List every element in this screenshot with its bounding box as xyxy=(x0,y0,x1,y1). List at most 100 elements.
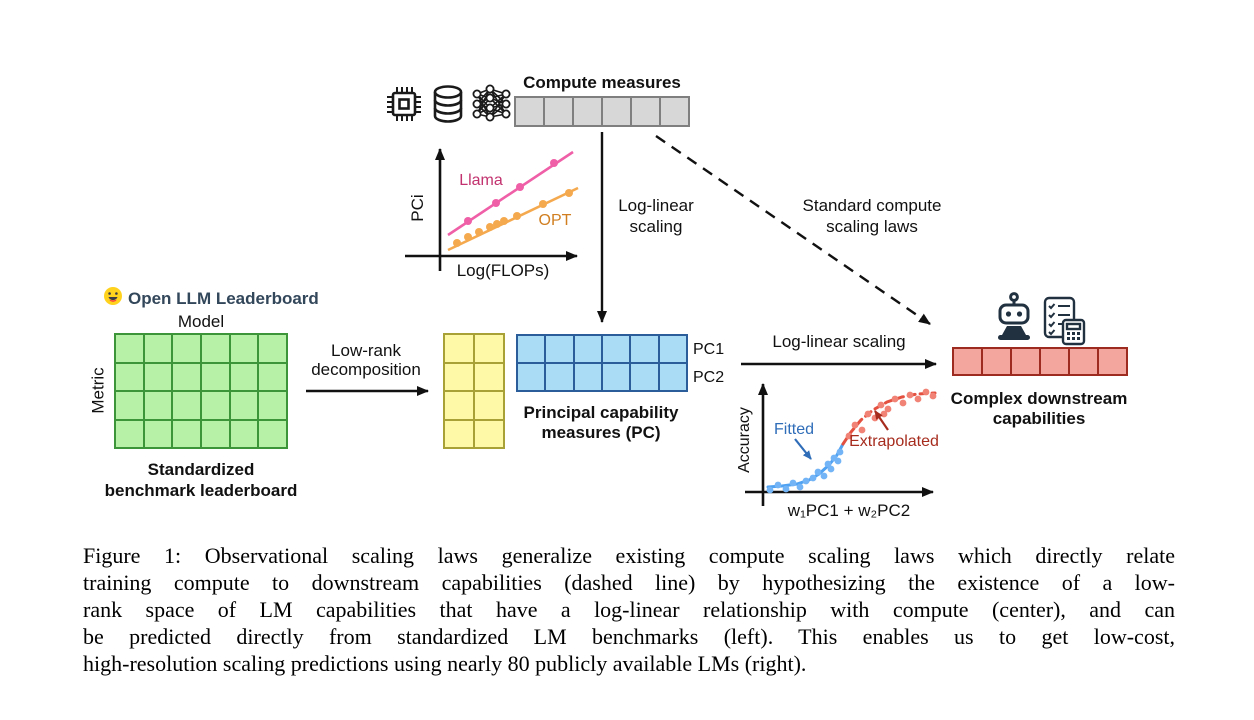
caption-line: rank space of LM capabilities that have … xyxy=(83,597,1175,622)
matrix-cell xyxy=(173,335,200,362)
pci-y-axis-label: PCi xyxy=(408,194,427,221)
matrix-cell xyxy=(201,420,229,447)
opt-data-point xyxy=(565,189,573,197)
matrix-cell xyxy=(983,349,1010,374)
log-linear-scaling-vertical-label: Log-linear scaling xyxy=(618,196,694,236)
matrix-cell xyxy=(201,335,229,362)
extrapolated-data-point xyxy=(864,410,872,418)
database-icon xyxy=(433,85,463,123)
cpu-chip-icon xyxy=(387,87,421,121)
opt-data-point xyxy=(493,220,501,228)
matrix-cell xyxy=(230,392,258,419)
extrapolated-annotation-label: Extrapolated xyxy=(849,433,939,450)
open-llm-leaderboard-label: Open LLM Leaderboard xyxy=(128,289,319,308)
fitted-data-point xyxy=(827,465,835,473)
pc2-row-label: PC2 xyxy=(693,369,725,386)
matrix-cell xyxy=(516,98,543,125)
opt-data-point xyxy=(464,233,472,241)
compute-measures-matrix xyxy=(514,96,690,127)
matrix-cell xyxy=(259,392,286,419)
matrix-cell xyxy=(475,420,503,447)
matrix-cell xyxy=(201,392,229,419)
downstream-capabilities-matrix xyxy=(952,347,1128,376)
opt-data-point xyxy=(486,223,494,231)
matrix-cell xyxy=(1041,349,1068,374)
extrapolated-data-point xyxy=(899,399,907,407)
matrix-cell xyxy=(574,336,601,362)
fitted-data-point xyxy=(824,460,832,468)
matrix-cell xyxy=(445,392,473,419)
matrix-cell xyxy=(144,420,172,447)
fitted-data-point xyxy=(836,448,844,456)
opt-series-label: OPT xyxy=(539,212,572,229)
standardized-benchmark-label: Standardized benchmark leaderboard xyxy=(104,460,298,500)
matrix-cell xyxy=(631,336,658,362)
standard-compute-scaling-laws-label: Standard compute scaling laws xyxy=(802,196,942,236)
llama-data-point xyxy=(492,199,500,207)
matrix-cell xyxy=(659,364,686,390)
opt-data-point xyxy=(539,200,547,208)
pc1-row-label: PC1 xyxy=(693,341,725,358)
neural-network-icon xyxy=(472,84,511,122)
matrix-cell xyxy=(259,420,286,447)
extrapolated-data-point xyxy=(929,392,937,400)
principal-capability-matrix xyxy=(516,334,688,392)
benchmark-leaderboard-matrix xyxy=(114,333,288,449)
matrix-cell xyxy=(144,335,172,362)
matrix-cell xyxy=(518,364,545,390)
matrix-cell xyxy=(546,364,573,390)
evaluation-checklist-icon xyxy=(1043,296,1086,346)
extrapolated-data-point xyxy=(851,421,859,429)
robot-icon xyxy=(998,292,1030,340)
matrix-cell xyxy=(116,363,143,390)
fitted-data-point xyxy=(834,457,842,465)
matrix-cell xyxy=(259,335,286,362)
matrix-cell xyxy=(518,336,545,362)
matrix-cell xyxy=(116,335,143,362)
low-rank-decomposition-label: Low-rank decomposition xyxy=(311,341,421,379)
llama-data-point xyxy=(464,217,472,225)
fitted-data-point xyxy=(774,481,782,489)
hugging-face-icon xyxy=(104,287,122,305)
matrix-cell xyxy=(173,420,200,447)
opt-data-point xyxy=(453,239,461,247)
matrix-cell xyxy=(661,98,688,125)
extrapolated-data-point xyxy=(922,388,930,396)
extrapolated-data-point xyxy=(845,432,853,440)
acc-x-axis-label: w₁PC1 + w₂PC2 xyxy=(787,501,910,520)
matrix-cell xyxy=(603,336,630,362)
extrapolated-data-point xyxy=(858,426,866,434)
fitted-data-point xyxy=(814,468,822,476)
fitted-data-point xyxy=(820,472,828,480)
llama-data-point xyxy=(550,159,558,167)
accuracy-sigmoid-plot: Accuracy w₁PC1 + w₂PC2 Fitted Extrapolate… xyxy=(737,383,939,520)
fitted-data-point xyxy=(796,483,804,491)
caption-line: Figure 1: Observational scaling laws gen… xyxy=(83,543,1175,568)
compute-measures-label: Compute measures xyxy=(523,73,681,92)
matrix-cell xyxy=(574,98,601,125)
matrix-cell xyxy=(954,349,981,374)
matrix-cell xyxy=(659,336,686,362)
opt-data-point xyxy=(500,217,508,225)
matrix-cell xyxy=(1099,349,1126,374)
matrix-cell xyxy=(632,98,659,125)
pci-x-axis-label: Log(FLOPs) xyxy=(457,261,550,280)
metric-axis-label: Metric xyxy=(88,367,108,414)
matrix-cell xyxy=(116,392,143,419)
fitted-data-point xyxy=(766,486,774,494)
extrapolated-annotation-arrow xyxy=(874,410,889,431)
fitted-data-point xyxy=(789,479,797,487)
matrix-cell xyxy=(545,98,572,125)
log-linear-scaling-horizontal-label: Log-linear scaling xyxy=(772,332,906,351)
extrapolated-data-point xyxy=(884,405,892,413)
matrix-cell xyxy=(631,364,658,390)
model-axis-label: Model xyxy=(177,312,225,331)
acc-y-axis-label: Accuracy xyxy=(737,407,753,473)
matrix-cell xyxy=(475,335,503,362)
opt-data-point xyxy=(475,228,483,236)
matrix-cell xyxy=(173,392,200,419)
matrix-cell xyxy=(116,420,143,447)
extrapolated-data-point xyxy=(914,395,922,403)
matrix-cell xyxy=(1070,349,1097,374)
matrix-cell xyxy=(1012,349,1039,374)
